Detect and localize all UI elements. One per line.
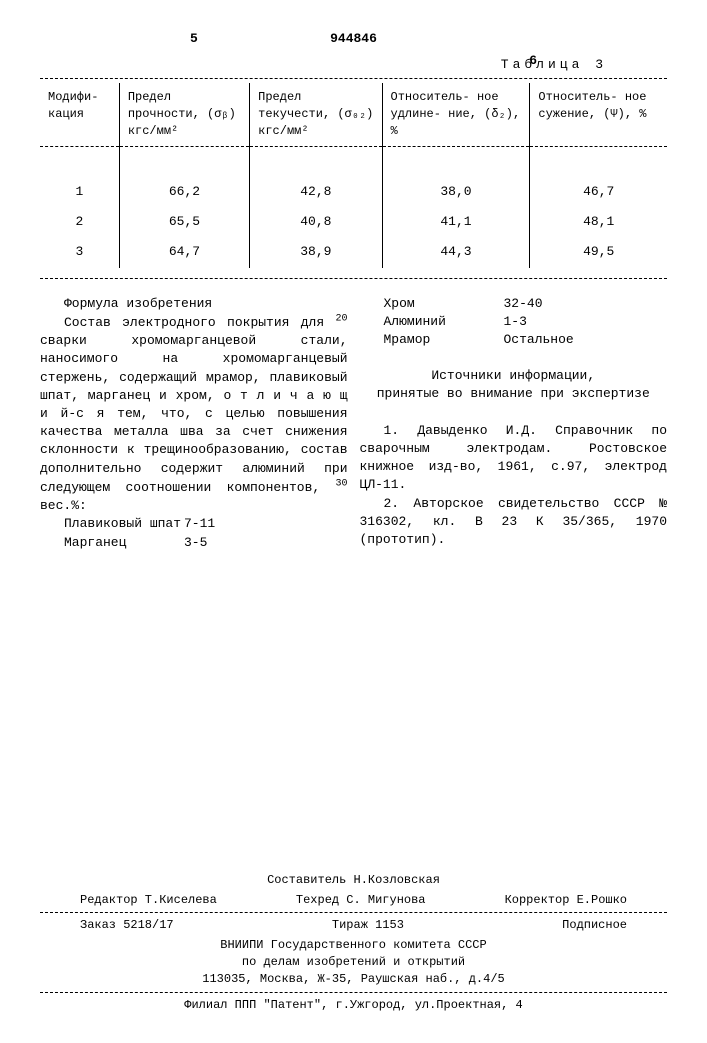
component-row: Плавиковый шпат7-11 (40, 515, 348, 533)
col-header: Относитель- ное сужение, (Ψ), % (530, 83, 667, 146)
col-num-left: 5 (190, 30, 198, 48)
editor: Редактор Т.Киселева (80, 892, 217, 909)
component-name: Алюминий (360, 313, 504, 331)
component-name: Плавиковый шпат (40, 515, 184, 533)
component-value: 3-5 (184, 534, 207, 552)
table-row: 265,540,841,148,1 (40, 207, 667, 237)
data-table: Модифи- кация Предел прочности, (σᵦ) кгс… (40, 83, 667, 267)
col-num-right: 6 (529, 52, 537, 70)
component-row: МраморОстальное (360, 331, 668, 349)
order-row: Заказ 5218/17 Тираж 1153 Подписное (80, 917, 627, 934)
org1: ВНИИПИ Государственного комитета СССР (40, 937, 667, 954)
table-header-row: Модифи- кация Предел прочности, (σᵦ) кгс… (40, 83, 667, 146)
table-cell: 66,2 (119, 177, 249, 207)
component-value: 32-40 (504, 295, 543, 313)
component-name: Марганец (40, 534, 184, 552)
table-row: 364,738,944,349,5 (40, 237, 667, 267)
component-name: Хром (360, 295, 504, 313)
right-column: Хром32-40Алюминий1-3МраморОстальное Исто… (360, 295, 668, 552)
col-header: Предел прочности, (σᵦ) кгс/мм² (119, 83, 249, 146)
body-section: Формула изобретения Состав электродного … (40, 295, 667, 552)
col-header: Модифи- кация (40, 83, 119, 146)
component-list-right: Хром32-40Алюминий1-3МраморОстальное (360, 295, 668, 350)
source-1: 1. Давыденко И.Д. Справочник по сварочны… (360, 422, 668, 495)
component-list-left: Плавиковый шпат7-11Марганец3-5 (40, 515, 348, 551)
techred: Техред С. Мигунова (296, 892, 426, 909)
editor-row: Редактор Т.Киселева Техред С. Мигунова К… (80, 892, 627, 909)
table-cell: 65,5 (119, 207, 249, 237)
component-value: 1-3 (504, 313, 527, 331)
table-cell: 48,1 (530, 207, 667, 237)
table-cell: 40,8 (250, 207, 382, 237)
sources-heading: Источники информации, принятые во вниман… (360, 367, 668, 403)
table-cell: 44,3 (382, 237, 530, 267)
table-cell: 64,7 (119, 237, 249, 267)
org2: по делам изобретений и открытий (40, 954, 667, 971)
table-cell: 49,5 (530, 237, 667, 267)
subscription: Подписное (562, 917, 627, 934)
table-cell: 3 (40, 237, 119, 267)
component-row: Марганец3-5 (40, 534, 348, 552)
table-row: 166,242,838,046,7 (40, 177, 667, 207)
order: Заказ 5218/17 (80, 917, 174, 934)
component-row: Алюминий1-3 (360, 313, 668, 331)
divider (40, 278, 667, 279)
component-row: Хром32-40 (360, 295, 668, 313)
source-2: 2. Авторское свидетельство СССР № 316302… (360, 495, 668, 550)
left-column: Формула изобретения Состав электродного … (40, 295, 348, 552)
divider (40, 912, 667, 913)
table-cell: 1 (40, 177, 119, 207)
document-number: 944846 (40, 30, 667, 48)
divider (40, 992, 667, 993)
component-name: Мрамор (360, 331, 504, 349)
branch: Филиал ППП "Патент", г.Ужгород, ул.Проек… (40, 997, 667, 1014)
corrector: Корректор Е.Рошко (505, 892, 627, 909)
formula-heading: Формула изобретения (40, 295, 348, 313)
table-cell: 38,0 (382, 177, 530, 207)
table-cell: 41,1 (382, 207, 530, 237)
table-cell: 2 (40, 207, 119, 237)
table-caption: Таблица 3 (40, 56, 667, 74)
address: 113035, Москва, Ж-35, Раушская наб., д.4… (40, 971, 667, 988)
table-cell: 42,8 (250, 177, 382, 207)
formula-text: Состав электродного покрытия для 20 свар… (40, 313, 348, 516)
col-header: Предел текучести, (σ₀₂) кгс/мм² (250, 83, 382, 146)
compiler: Составитель Н.Козловская (40, 872, 667, 889)
divider (40, 78, 667, 79)
component-value: 7-11 (184, 515, 215, 533)
tirage: Тираж 1153 (332, 917, 404, 934)
col-header: Относитель- ное удлине- ние, (δ₂), % (382, 83, 530, 146)
page-header: 5 944846 6 (40, 30, 667, 48)
table-cell: 46,7 (530, 177, 667, 207)
table-cell: 38,9 (250, 237, 382, 267)
footer: Составитель Н.Козловская Редактор Т.Кисе… (40, 872, 667, 1014)
component-value: Остальное (504, 331, 574, 349)
